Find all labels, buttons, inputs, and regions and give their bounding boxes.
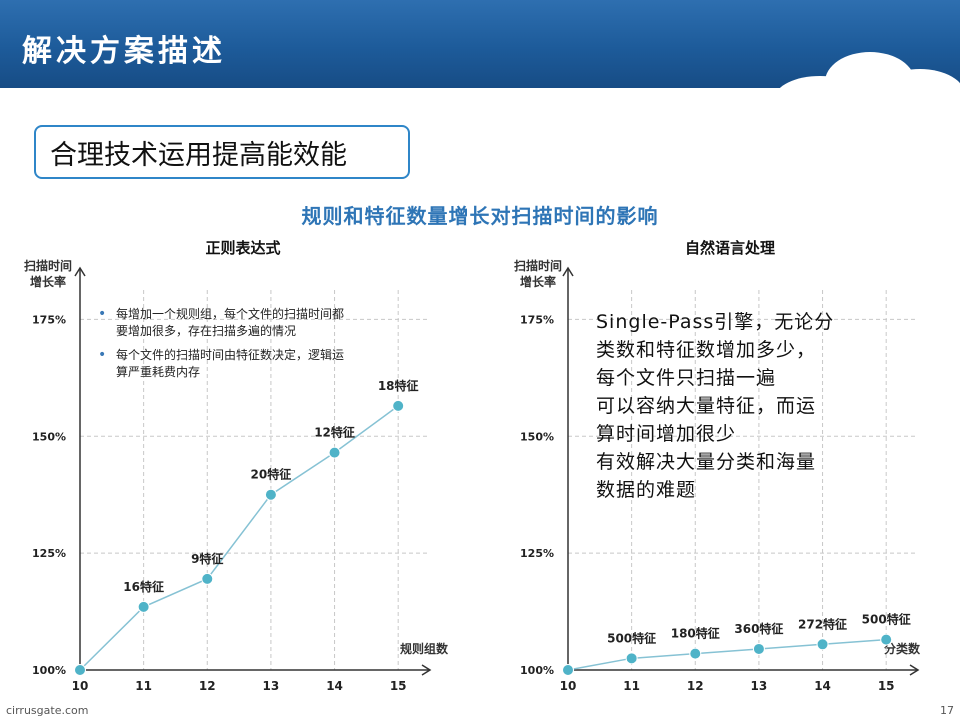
data-point <box>328 446 341 459</box>
data-point <box>137 600 150 613</box>
data-point <box>816 638 829 651</box>
page-title: 解决方案描述 <box>22 34 226 69</box>
y-axis-label: 扫描时间 <box>514 258 562 273</box>
data-point <box>74 664 86 676</box>
note-item: 每个文件的扫描时间由特征数决定，逻辑运算严重耗费内存 <box>96 347 346 381</box>
x-tick-label: 12 <box>199 679 216 693</box>
y-axis-arrow <box>562 266 574 277</box>
chart-title: 正则表达式 <box>205 239 280 257</box>
x-tick-label: 10 <box>72 679 89 693</box>
x-axis-label: 分类数 <box>884 641 921 656</box>
y-tick-label: 150% <box>520 430 554 443</box>
y-tick-label: 125% <box>32 547 66 560</box>
x-axis-arrow <box>421 664 432 676</box>
footer-site: cirrusgate.com <box>6 704 89 717</box>
data-label: 20特征 <box>251 467 292 482</box>
description-line: Single-Pass引擎，无论分 <box>596 311 835 333</box>
data-point <box>392 399 405 412</box>
x-tick-label: 13 <box>263 679 280 693</box>
data-label: 180特征 <box>671 626 720 641</box>
data-label: 12特征 <box>314 425 355 440</box>
data-label: 9特征 <box>191 551 223 566</box>
data-point <box>562 664 574 676</box>
data-point <box>201 572 214 585</box>
y-axis-label: 扫描时间 <box>24 258 72 273</box>
data-point <box>752 642 765 655</box>
chart-main-title: 规则和特征数量增长对扫描时间的影响 <box>301 204 659 228</box>
data-label: 360特征 <box>734 621 783 636</box>
x-tick-label: 11 <box>623 679 640 693</box>
data-label: 18特征 <box>378 378 419 393</box>
x-axis-arrow <box>909 664 920 676</box>
x-tick-label: 14 <box>326 679 343 693</box>
x-tick-label: 15 <box>390 679 407 693</box>
subtitle-box: 合理技术运用提高能效能 <box>34 125 410 179</box>
series-line <box>567 638 887 671</box>
x-tick-label: 10 <box>560 679 577 693</box>
data-label: 500特征 <box>862 612 911 627</box>
series-line <box>79 405 399 671</box>
description-line: 可以容纳大量特征，而运 <box>596 395 817 417</box>
description-line: 每个文件只扫描一遍 <box>596 367 777 389</box>
description-line: 有效解决大量分类和海量 <box>596 451 817 473</box>
description-line: 数据的难题 <box>596 479 697 501</box>
x-tick-label: 14 <box>814 679 831 693</box>
x-tick-label: 13 <box>751 679 768 693</box>
y-tick-label: 175% <box>520 313 554 326</box>
x-axis-label: 规则组数 <box>400 641 449 656</box>
y-axis-label: 增长率 <box>30 274 66 289</box>
data-point <box>625 652 638 665</box>
data-label: 272特征 <box>798 616 847 631</box>
note-item: 每增加一个规则组，每个文件的扫描时间都要增加很多，存在扫描多遍的情况 <box>96 306 346 340</box>
data-point <box>689 647 702 660</box>
data-label: 16特征 <box>123 579 164 594</box>
x-tick-label: 11 <box>135 679 152 693</box>
y-tick-label: 100% <box>32 664 66 677</box>
data-point <box>264 488 277 501</box>
description-line: 算时间增加很少 <box>596 423 737 445</box>
description-line: 类数和特征数增加多少， <box>596 339 817 361</box>
header-bar: 解决方案描述 <box>0 0 960 120</box>
y-tick-label: 100% <box>520 664 554 677</box>
x-tick-label: 15 <box>878 679 895 693</box>
y-tick-label: 150% <box>32 430 66 443</box>
data-point <box>880 633 893 646</box>
y-tick-label: 175% <box>32 313 66 326</box>
cloud-icon <box>775 52 960 120</box>
data-label: 500特征 <box>607 630 656 645</box>
chart-title: 自然语言处理 <box>685 239 775 257</box>
right-description: Single-Pass引擎，无论分 类数和特征数增加多少， 每个文件只扫描一遍可以容… <box>596 308 886 504</box>
y-tick-label: 125% <box>520 547 554 560</box>
y-axis-arrow <box>74 266 86 277</box>
page-number: 17 <box>940 704 954 717</box>
y-axis-label: 增长率 <box>520 274 556 289</box>
left-notes: 每增加一个规则组，每个文件的扫描时间都要增加很多，存在扫描多遍的情况每个文件的扫… <box>96 306 346 388</box>
x-tick-label: 12 <box>687 679 704 693</box>
